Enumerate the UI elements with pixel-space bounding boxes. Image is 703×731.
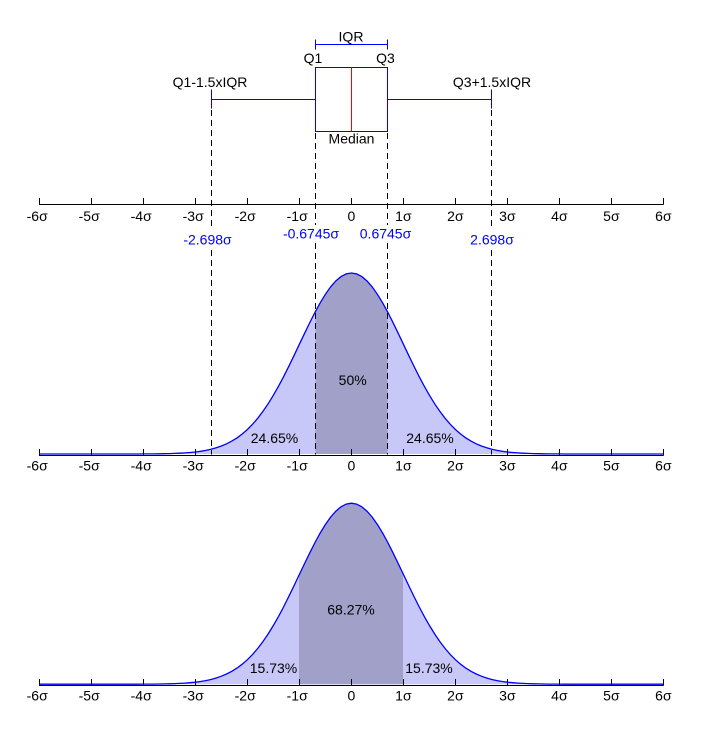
- svg-text:2σ: 2σ: [447, 458, 464, 474]
- svg-text:6σ: 6σ: [655, 688, 672, 704]
- svg-text:Median: Median: [329, 131, 375, 147]
- svg-text:-3σ: -3σ: [183, 208, 204, 224]
- svg-text:4σ: 4σ: [551, 688, 568, 704]
- svg-text:68.27%: 68.27%: [327, 602, 374, 618]
- svg-text:24.65%: 24.65%: [406, 430, 453, 446]
- svg-text:-1σ: -1σ: [287, 208, 308, 224]
- svg-text:4σ: 4σ: [551, 458, 568, 474]
- svg-text:24.65%: 24.65%: [251, 430, 298, 446]
- svg-text:-2σ: -2σ: [235, 458, 256, 474]
- svg-text:-3σ: -3σ: [183, 458, 204, 474]
- svg-text:2σ: 2σ: [447, 208, 464, 224]
- svg-text:5σ: 5σ: [603, 458, 620, 474]
- svg-text:15.73%: 15.73%: [250, 660, 297, 676]
- svg-text:50%: 50%: [339, 372, 367, 388]
- svg-text:-6σ: -6σ: [27, 458, 48, 474]
- svg-text:0.6745σ: 0.6745σ: [360, 226, 412, 242]
- svg-text:4σ: 4σ: [551, 208, 568, 224]
- svg-text:-5σ: -5σ: [79, 458, 100, 474]
- svg-text:-4σ: -4σ: [131, 208, 152, 224]
- svg-text:-5σ: -5σ: [79, 208, 100, 224]
- svg-text:2.698σ: 2.698σ: [470, 232, 514, 248]
- svg-text:15.73%: 15.73%: [405, 660, 452, 676]
- svg-text:0: 0: [348, 688, 356, 704]
- svg-text:-2σ: -2σ: [235, 208, 256, 224]
- svg-text:0: 0: [348, 458, 356, 474]
- svg-text:5σ: 5σ: [603, 208, 620, 224]
- svg-text:-1σ: -1σ: [287, 688, 308, 704]
- svg-text:Q3+1.5xIQR: Q3+1.5xIQR: [453, 74, 531, 90]
- svg-text:Q3: Q3: [376, 50, 395, 66]
- svg-text:IQR: IQR: [339, 29, 364, 45]
- svg-text:6σ: 6σ: [655, 208, 672, 224]
- svg-text:-1σ: -1σ: [287, 458, 308, 474]
- svg-text:0: 0: [348, 208, 356, 224]
- svg-text:-6σ: -6σ: [27, 208, 48, 224]
- svg-text:Q1: Q1: [304, 50, 323, 66]
- svg-text:Q1-1.5xIQR: Q1-1.5xIQR: [173, 74, 248, 90]
- svg-text:-2.698σ: -2.698σ: [183, 232, 232, 248]
- svg-text:3σ: 3σ: [499, 458, 516, 474]
- svg-text:1σ: 1σ: [395, 208, 412, 224]
- svg-text:6σ: 6σ: [655, 458, 672, 474]
- svg-text:1σ: 1σ: [395, 458, 412, 474]
- svg-text:-4σ: -4σ: [131, 688, 152, 704]
- svg-text:-6σ: -6σ: [27, 688, 48, 704]
- svg-text:2σ: 2σ: [447, 688, 464, 704]
- svg-text:-5σ: -5σ: [79, 688, 100, 704]
- svg-text:-3σ: -3σ: [183, 688, 204, 704]
- svg-text:3σ: 3σ: [499, 208, 516, 224]
- svg-text:-0.6745σ: -0.6745σ: [283, 226, 339, 242]
- svg-text:-2σ: -2σ: [235, 688, 256, 704]
- svg-text:3σ: 3σ: [499, 688, 516, 704]
- svg-text:5σ: 5σ: [603, 688, 620, 704]
- svg-text:1σ: 1σ: [395, 688, 412, 704]
- svg-text:-4σ: -4σ: [131, 458, 152, 474]
